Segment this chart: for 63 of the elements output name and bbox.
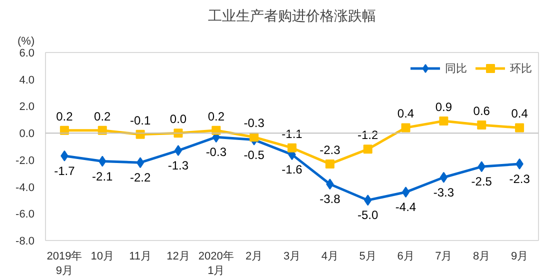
x-tick-label: 7月 bbox=[435, 250, 452, 262]
data-label: -0.3 bbox=[244, 116, 265, 130]
data-label: -2.1 bbox=[92, 169, 114, 184]
x-tick-label: 2020年 1月 bbox=[198, 250, 234, 277]
chart-title: 工业生产者购进价格涨跌幅 bbox=[208, 8, 376, 24]
y-tick-label: -6.0 bbox=[16, 208, 35, 221]
data-label: 0.4 bbox=[511, 106, 528, 121]
data-label: -1.3 bbox=[168, 158, 189, 173]
data-label: 0.4 bbox=[397, 106, 414, 121]
point bbox=[515, 123, 524, 132]
data-label: -0.5 bbox=[244, 148, 265, 162]
y-axis-title: (%) bbox=[18, 36, 35, 48]
point bbox=[401, 123, 410, 132]
data-label: -5.0 bbox=[358, 208, 379, 222]
data-label: -0.3 bbox=[206, 145, 227, 160]
point bbox=[363, 144, 372, 154]
x-tick-label: 2019年 9月 bbox=[46, 250, 82, 277]
data-label: -1.7 bbox=[54, 164, 76, 178]
data-label: 0.6 bbox=[473, 104, 490, 118]
legend-label: 环比 bbox=[510, 62, 532, 76]
data-label: -4.4 bbox=[395, 200, 416, 214]
x-tick-label: 6月 bbox=[397, 250, 414, 262]
y-tick-label: -8.0 bbox=[16, 236, 35, 248]
data-label: 0.2 bbox=[208, 109, 225, 124]
x-tick-label: 10月 bbox=[90, 250, 114, 262]
data-label: -1.2 bbox=[358, 128, 379, 142]
x-tick-label: 4月 bbox=[321, 250, 338, 262]
x-tick-label: 9月 bbox=[510, 250, 528, 262]
y-tick-label: 4.0 bbox=[19, 74, 35, 86]
point bbox=[439, 116, 448, 126]
point bbox=[174, 145, 182, 156]
point bbox=[288, 143, 296, 152]
x-tick-label: 12月 bbox=[166, 250, 190, 262]
data-label: -0.1 bbox=[130, 113, 151, 128]
point bbox=[325, 159, 334, 168]
point bbox=[250, 132, 259, 142]
data-label: -3.8 bbox=[320, 192, 341, 206]
data-label: 0.2 bbox=[56, 109, 74, 124]
point bbox=[440, 172, 448, 183]
x-tick-label: 11月 bbox=[129, 250, 152, 262]
data-label: -2.2 bbox=[130, 170, 151, 185]
x-tick-label: 2月 bbox=[246, 250, 263, 262]
y-tick-label: -2.0 bbox=[16, 154, 35, 167]
data-label: -2.3 bbox=[509, 172, 530, 186]
y-tick-label: 0.0 bbox=[19, 128, 35, 140]
x-tick-label: 3月 bbox=[283, 250, 301, 262]
data-label: 0.2 bbox=[94, 109, 112, 124]
x-tick-label: 5月 bbox=[359, 250, 376, 262]
data-label: 0.0 bbox=[170, 112, 187, 126]
legend-label: 同比 bbox=[445, 62, 467, 76]
point bbox=[402, 186, 410, 198]
data-label: -1.1 bbox=[282, 126, 303, 141]
data-label: 0.9 bbox=[435, 100, 452, 114]
y-tick-label: 6.0 bbox=[19, 48, 35, 60]
point bbox=[136, 157, 144, 168]
data-label: -1.6 bbox=[282, 162, 303, 177]
y-tick-label: -4.0 bbox=[16, 182, 35, 194]
data-label: -2.5 bbox=[471, 174, 492, 189]
x-tick-label: 8月 bbox=[473, 250, 490, 262]
data-label: -2.3 bbox=[320, 142, 341, 157]
y-tick-label: 2.0 bbox=[19, 101, 35, 114]
data-label: -3.3 bbox=[433, 185, 454, 200]
point bbox=[477, 120, 486, 130]
